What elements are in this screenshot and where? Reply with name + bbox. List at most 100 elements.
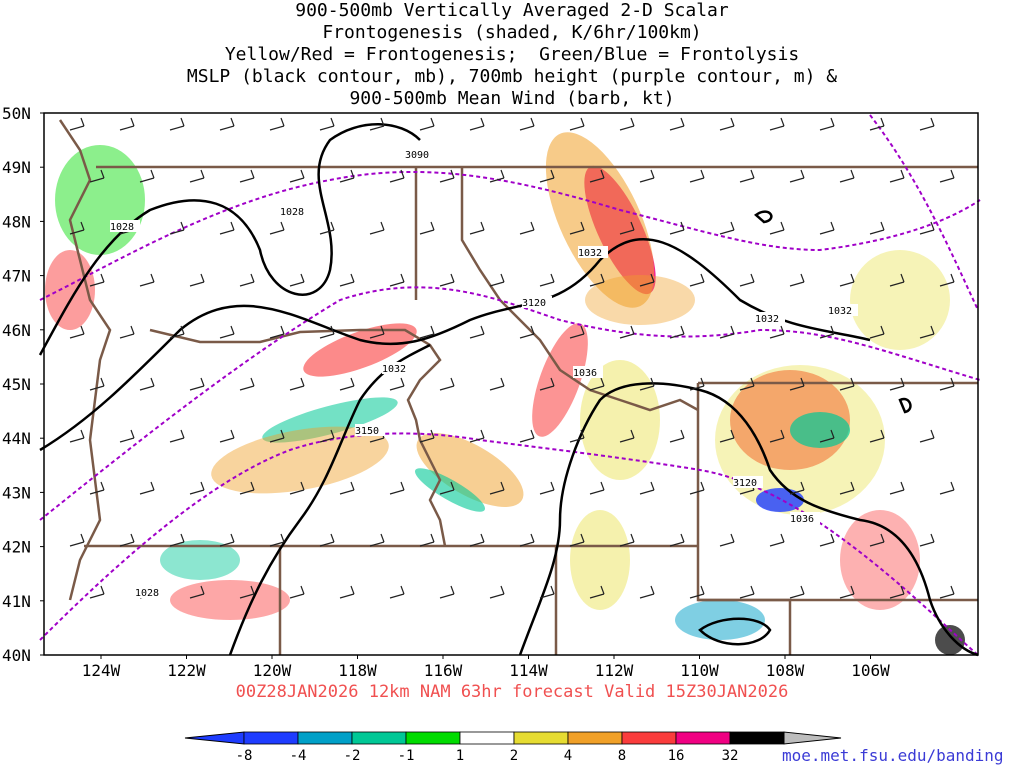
wind-barb [619,437,635,443]
colorbar: -8 -4 -2 -1 1 2 4 8 16 32 [184,731,842,764]
wind-barb [489,281,505,287]
wind-barb [289,177,305,183]
wind-barb [189,489,205,495]
mslp-label-6: 1032 [755,314,779,325]
lon-tick-label: 118W [338,661,377,680]
wind-barb [119,125,135,131]
wind-barb [689,593,705,599]
wind-barb [389,177,405,183]
wind-barb [89,489,105,495]
wind-barb-flag [100,273,105,283]
wind-barb-flag [280,325,285,335]
wind-barb-flag [480,533,485,543]
wind-barb [519,229,535,235]
wind-barb-flag [900,481,905,491]
colorbar-label: 32 [722,748,739,764]
wind-barb-flag [500,169,505,179]
wind-barb-flag [650,377,655,387]
wind-barb-flag [150,481,155,491]
wind-barb [389,281,405,287]
wind-barb [639,385,655,391]
colorbar-label: -8 [236,748,253,764]
forecast-valid-time: 00Z28JAN2026 12km NAM 63hr forecast Vali… [235,682,789,702]
wind-barb-flag [830,117,835,127]
wind-barb [839,177,855,183]
lat-tick-label: 40N [2,646,31,665]
wind-barb-flag [880,429,885,439]
wind-barb-flag [550,481,555,491]
wind-barb-flag [950,273,955,283]
contour-labels: 1028 1028 1032 1032 1036 1032 1032 1036 … [110,148,858,599]
height-label-1: 3090 [405,150,429,161]
wind-barb [389,489,405,495]
wind-barb [889,385,905,391]
wind-barb-flag [530,221,535,231]
wind-barb [339,593,355,599]
wind-barb-flag [500,481,505,491]
wind-barb [419,541,435,547]
wind-barb [539,489,555,495]
wind-barb [439,489,455,495]
wind-barb [619,229,635,235]
wind-barb-flag [900,169,905,179]
wind-barb [239,281,255,287]
wind-barb [639,177,655,183]
wind-barb-flag [130,117,135,127]
wind-barb-flag [430,117,435,127]
wind-barb-flag [600,273,605,283]
wind-barb-flag [600,169,605,179]
wind-barb-flag [530,325,535,335]
wind-barb [939,281,955,287]
wind-barb [89,281,105,287]
wind-barb [339,281,355,287]
wind-barb [489,593,505,599]
wind-barb-flag [880,325,885,335]
wind-barb [589,593,605,599]
wind-barb-flag [330,221,335,231]
wind-barb [519,333,535,339]
wind-barb-flag [80,117,85,127]
wind-barb-flag [400,377,405,387]
wind-barb [919,333,935,339]
wind-barb-flag [280,429,285,439]
wind-barb-flag [80,221,85,231]
wind-barb-flag [550,377,555,387]
title-line-4: MSLP (black contour, mb), 700mb height (… [186,66,838,87]
wind-barb [489,489,505,495]
wind-barb-flag [200,481,205,491]
wind-barb [939,489,955,495]
wind-barb-flag [600,377,605,387]
wind-barb [769,333,785,339]
wind-barb-flag [150,273,155,283]
wind-barb-flag [580,533,585,543]
wind-barb [669,541,685,547]
wind-barb [889,593,905,599]
wind-barb-flag [880,117,885,127]
wind-barb [389,593,405,599]
wind-barb [269,437,285,443]
wind-barb [639,281,655,287]
wind-barb-flag [230,325,235,335]
wind-barb [319,333,335,339]
wind-barb [819,125,835,131]
credit-url[interactable]: moe.met.fsu.edu/banding [782,746,1004,765]
wind-barb [939,593,955,599]
wind-barb-flag [700,273,705,283]
wind-barb-flag [750,377,755,387]
height-contours [39,114,981,656]
wind-barb-flag [350,169,355,179]
wind-barb [589,177,605,183]
wind-barb [619,541,635,547]
wind-barb [69,333,85,339]
wind-barb-flag [430,429,435,439]
wind-barb [189,177,205,183]
wind-barb [319,125,335,131]
wind-barb [619,125,635,131]
wind-barb [839,281,855,287]
colorbar-swatch [567,731,623,745]
wind-barb [269,229,285,235]
wind-barb-flag [350,377,355,387]
wind-barb-flag [180,325,185,335]
mslp-label-8: 1036 [790,514,814,525]
wind-barb [189,281,205,287]
